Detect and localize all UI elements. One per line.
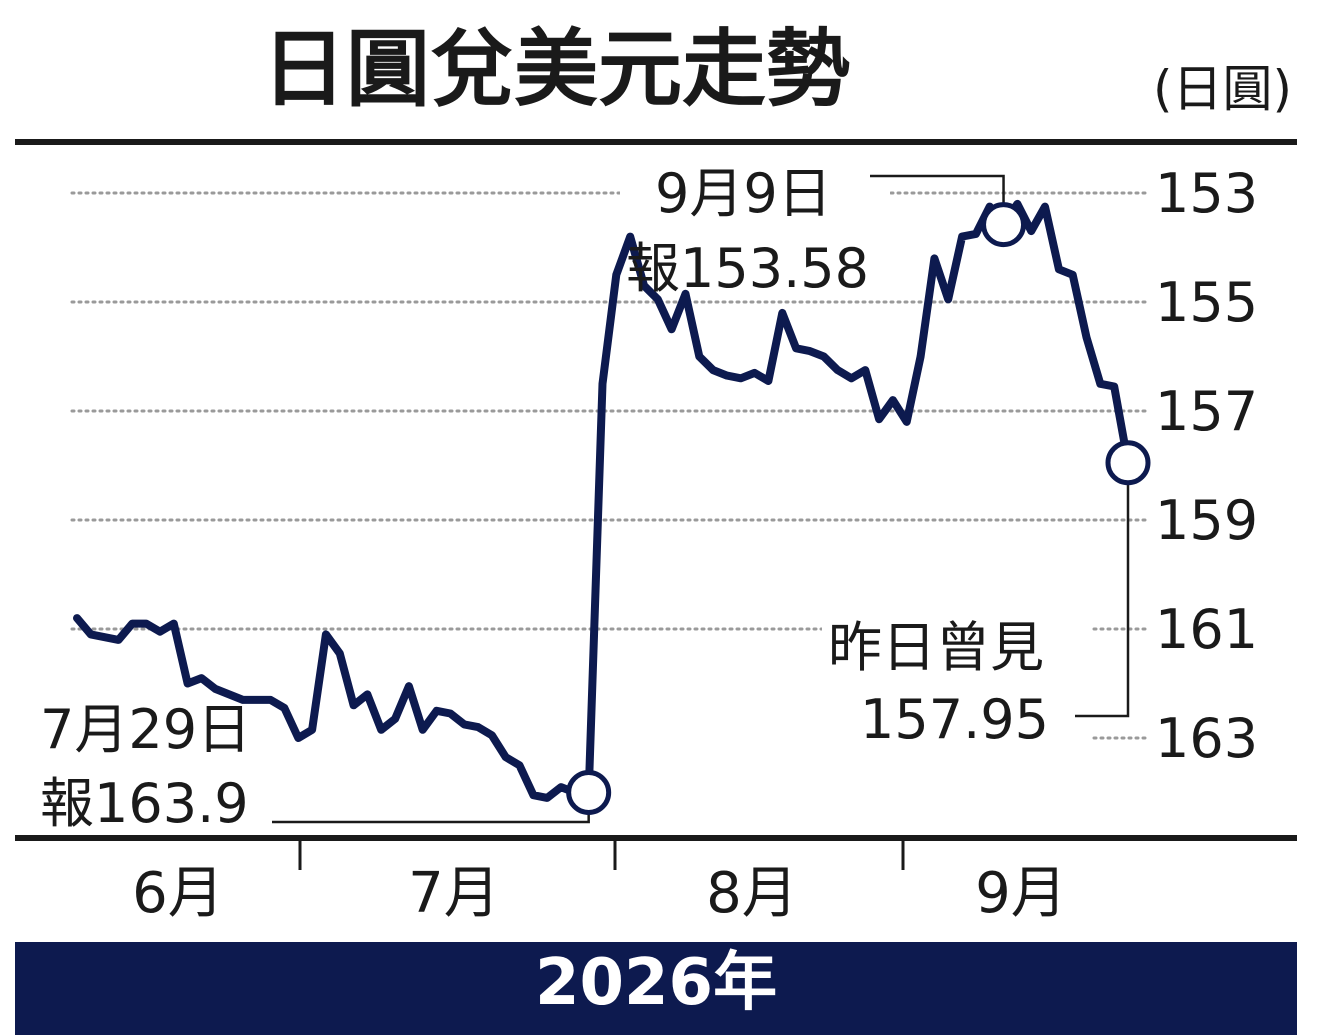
y-tick-label: 163 xyxy=(1155,707,1258,770)
year-label: 2026年 xyxy=(535,946,777,1020)
marker-latest xyxy=(1105,440,1151,486)
y-tick-label: 157 xyxy=(1155,380,1258,443)
y-tick-labels: 153 155 157 159 161 163 xyxy=(1155,162,1258,770)
marker-high xyxy=(981,202,1027,248)
annotation-latest-label: 昨日曾見 xyxy=(828,616,1044,679)
annotation-markers xyxy=(566,202,1151,815)
annotation-low-value: 報163.9 xyxy=(40,772,249,835)
gridlines xyxy=(35,175,1149,830)
annotation-high-value: 報153.58 xyxy=(626,237,869,300)
x-axis: 6月 7月 8月 9月 xyxy=(132,838,1067,926)
x-month-label: 7月 xyxy=(408,861,500,926)
leader-low xyxy=(272,812,590,824)
annotation-leaders xyxy=(272,174,1130,824)
leader-high xyxy=(870,174,1005,205)
y-tick-label: 153 xyxy=(1155,162,1258,225)
chart-title: 日圓兌美元走勢 xyxy=(262,20,850,118)
marker-low xyxy=(566,770,612,815)
x-month-label: 9月 xyxy=(975,861,1067,926)
annotation-high-date: 9月9日 xyxy=(655,162,832,225)
series-line xyxy=(73,199,1132,802)
x-month-label: 8月 xyxy=(706,861,798,926)
annotation-latest-value: 157.95 xyxy=(860,688,1049,751)
annotation-low-date: 7月29日 xyxy=(40,698,251,761)
y-tick-label: 159 xyxy=(1155,489,1258,552)
leader-latest xyxy=(1075,482,1130,718)
year-banner xyxy=(15,942,1297,1035)
y-tick-label: 155 xyxy=(1155,271,1258,334)
y-tick-label: 161 xyxy=(1155,598,1258,661)
y-unit-label: (日圓) xyxy=(1153,60,1292,118)
label-backdrop xyxy=(620,175,890,300)
label-backdrop xyxy=(822,600,1092,760)
x-month-label: 6月 xyxy=(132,861,224,926)
